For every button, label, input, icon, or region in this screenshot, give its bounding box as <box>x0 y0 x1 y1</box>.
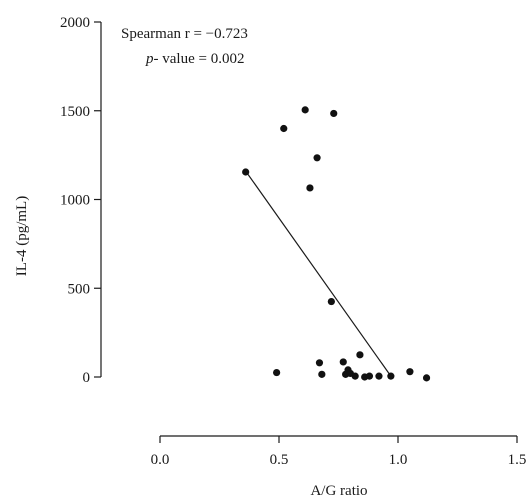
y-tick-label: 0 <box>83 370 91 386</box>
data-point <box>339 358 347 366</box>
x-tick-label: 0.0 <box>151 452 170 468</box>
data-point <box>313 154 321 162</box>
x-tick-label: 1.0 <box>389 452 408 468</box>
data-point <box>387 372 395 380</box>
y-tick-label: 1500 <box>60 104 90 120</box>
data-point <box>306 184 314 192</box>
data-point <box>315 359 324 367</box>
y-axis-label: IL-4 (pg/mL) <box>14 196 30 276</box>
data-point <box>365 372 374 380</box>
data-point <box>330 109 338 118</box>
data-point <box>327 297 335 306</box>
data-point <box>280 124 288 133</box>
data-point <box>406 368 414 376</box>
x-tick-label: 0.5 <box>270 452 289 468</box>
data-point <box>375 372 383 380</box>
data-point <box>318 370 326 378</box>
annotation-p-value: p- value = 0.002 <box>145 51 244 67</box>
data-points <box>242 106 431 382</box>
trend-line <box>245 170 392 377</box>
data-point <box>301 106 309 114</box>
tick-group: 0 500 1000 1500 2000 0.0 0.5 1.0 1.5 <box>60 15 526 468</box>
data-point <box>356 351 364 359</box>
annotation-p-symbol: p <box>145 51 154 67</box>
y-tick-label: 500 <box>68 281 91 297</box>
data-point <box>273 368 281 377</box>
x-tick-label: 1.5 <box>508 452 527 468</box>
y-tick-label: 1000 <box>60 193 90 209</box>
annotation-spearman: Spearman r = −0.723 <box>121 26 248 42</box>
annotation-p-text: - value = 0.002 <box>154 51 245 67</box>
x-axis-label: A/G ratio <box>310 483 367 499</box>
data-point <box>351 372 359 380</box>
data-point <box>422 374 431 382</box>
y-tick-label: 2000 <box>60 15 90 31</box>
data-point <box>242 168 250 176</box>
